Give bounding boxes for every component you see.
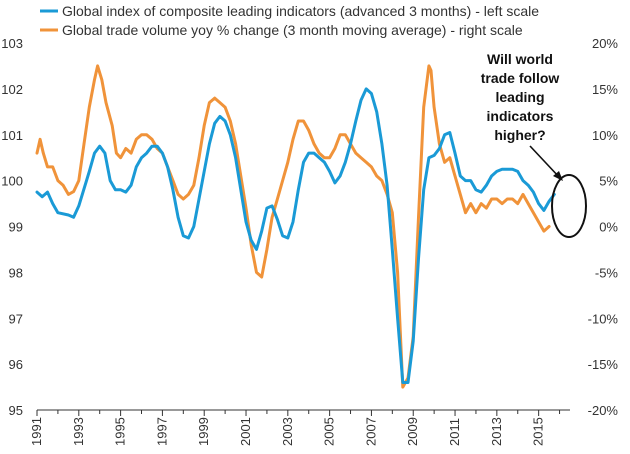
right-tick-label: -15% [588,357,619,372]
x-tick-label: 1997 [154,417,169,446]
x-tick-label: 2011 [447,418,462,446]
annotation-line-5: higher? [494,127,545,143]
annotation-line-3: leading [495,89,544,105]
right-tick-label: 20% [592,36,618,51]
annotation: Will world trade follow leading indicato… [481,51,587,238]
left-tick-label: 102 [1,82,23,97]
right-tick-label: -20% [588,403,619,418]
x-tick-label: 1995 [113,417,128,446]
x-tick-label: 1993 [71,417,86,446]
x-tick-label: 2015 [531,417,546,446]
trade-volume-line [35,64,551,389]
legend: Global index of composite leading indica… [40,3,539,38]
left-tick-label: 101 [1,128,23,143]
x-tick-label: 2001 [238,417,253,446]
left-tick-label: 98 [9,265,23,280]
left-tick-label: 99 [9,220,23,235]
left-tick-label: 100 [1,174,23,189]
annotation-line-2: trade follow [481,70,560,86]
left-tick-label: 95 [9,403,23,418]
right-tick-label: -10% [588,311,619,326]
annotation-circle [551,174,587,238]
right-tick-label: 15% [592,82,618,97]
x-axis: 1991 1993 1995 1997 1999 2001 2003 2005 2007 2009… [29,409,570,446]
leading-indicators-line [35,87,556,384]
annotation-line-1: Will world [487,51,553,67]
right-tick-label: 0% [599,220,618,235]
legend-label-trade-volume: Global trade volume yoy % change (3 mont… [62,22,523,38]
x-tick-label: 2013 [489,417,504,446]
x-tick-label: 2003 [280,417,295,446]
left-tick-label: 103 [1,36,23,51]
x-tick-label: 2007 [363,417,378,446]
left-tick-label: 96 [9,357,23,372]
right-y-axis: 20% 15% 10% 5% 0% -5% -10% -15% -20% [588,36,619,418]
x-tick-label: 2009 [405,417,420,446]
right-tick-label: -5% [595,265,619,280]
legend-label-leading-indicators: Global index of composite leading indica… [62,3,539,19]
annotation-line-4: indicators [487,108,554,124]
left-y-axis: 103 102 101 100 99 98 97 96 95 [1,36,23,418]
annotation-arrow-shaft [529,145,561,179]
x-tick-label: 1999 [196,417,211,446]
right-tick-label: 5% [599,174,618,189]
right-tick-label: 10% [592,128,618,143]
left-tick-label: 97 [9,311,23,326]
x-tick-label: 1991 [29,417,44,446]
x-tick-label: 2005 [322,417,337,446]
series-layer [35,64,556,389]
